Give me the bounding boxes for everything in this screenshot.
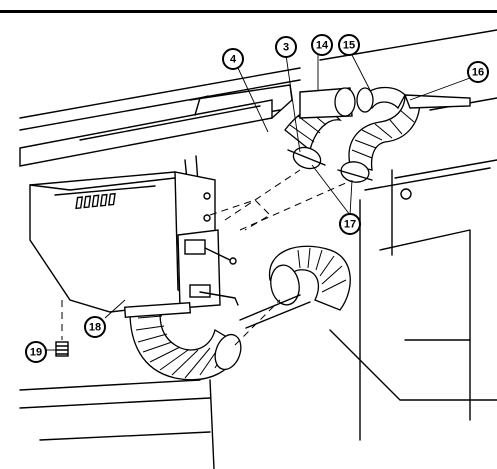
top-border-rule <box>0 10 497 13</box>
callout-17-label: 17 <box>344 219 356 231</box>
callout-14: 14 <box>311 34 333 56</box>
callout-14-circle <box>311 34 333 56</box>
callout-18: 18 <box>84 316 106 338</box>
assembly-dashed-lines <box>61 169 349 346</box>
callout-17-circle <box>339 213 361 235</box>
leader-lines <box>44 54 471 351</box>
callout-layer: 3 4 14 15 16 17 18 19 <box>25 34 489 363</box>
callout-3-label: 3 <box>283 42 289 54</box>
callout-19-label: 19 <box>30 347 42 359</box>
callout-16-label: 16 <box>472 67 484 79</box>
callout-3: 3 <box>275 36 297 58</box>
callout-15-circle <box>338 34 360 56</box>
svg-text:▯▯▯▯▯: ▯▯▯▯▯ <box>73 190 118 211</box>
callout-15: 15 <box>338 34 360 56</box>
callout-4: 4 <box>222 48 244 70</box>
mounting-screw <box>55 341 69 357</box>
callout-17: 17 <box>339 213 361 235</box>
callout-18-label: 18 <box>89 322 101 334</box>
callout-16-circle <box>467 61 489 83</box>
upper-hoses <box>284 86 471 183</box>
callout-14-label: 14 <box>316 40 329 52</box>
callout-3-circle <box>275 36 297 58</box>
lower-flexible-hose <box>123 301 242 381</box>
callout-19-circle <box>25 341 47 363</box>
callout-19: 19 <box>25 341 47 363</box>
callout-4-label: 4 <box>230 54 237 66</box>
callout-4-circle <box>222 48 244 70</box>
callout-18-circle <box>84 316 106 338</box>
callout-16: 16 <box>467 61 489 83</box>
center-flexible-hose <box>239 245 351 329</box>
heater-housing: ▯▯▯▯▯ <box>29 171 239 313</box>
callout-15-label: 15 <box>343 40 355 52</box>
